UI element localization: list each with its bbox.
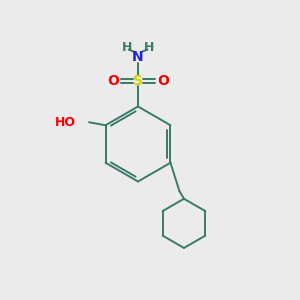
Text: H: H (122, 41, 132, 54)
Text: HO: HO (55, 116, 76, 129)
Text: S: S (133, 74, 143, 88)
Text: N: N (132, 50, 144, 64)
Text: H: H (144, 41, 154, 54)
Text: O: O (107, 74, 119, 88)
Text: O: O (157, 74, 169, 88)
